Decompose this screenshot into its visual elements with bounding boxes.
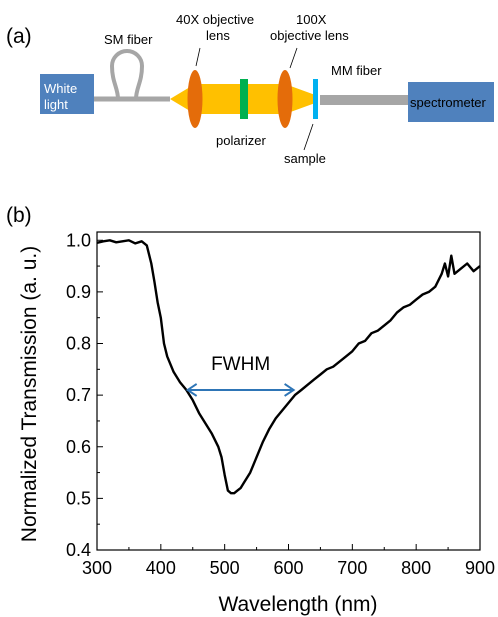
polarizer-label: polarizer [216,133,267,148]
objective-100x-lens [277,70,293,128]
mm-fiber-label: MM fiber [331,63,382,78]
transmission-line [96,239,481,495]
white-light-box [40,74,94,114]
objective-40x-pointer [195,47,201,67]
panel-b: (b) 300 400 500 600 700 800 900 0.4 0.5 0.6 0.7 0.8… [6,204,495,616]
spectrometer-box [408,82,494,122]
y-tick-label: 0.6 [66,437,91,457]
fwhm-arrow-head-right [284,383,296,397]
y-tick-label: 1.0 [66,230,91,250]
sm-fiber-label: SM fiber [104,32,153,47]
objective-100x-pointer [289,47,298,69]
y-tick-label: 0.4 [66,540,91,560]
x-tick-label: 300 [82,558,112,578]
chart-series [96,239,481,495]
y-tick-label: 0.7 [66,385,91,405]
panel-a: (a) White light SM fiber 40X objective l… [6,12,494,166]
x-tick-label: 400 [146,558,176,578]
x-tick-label: 700 [337,558,367,578]
y-tick-label: 0.9 [66,282,91,302]
sample-label: sample [284,151,326,166]
fwhm-label: FWHM [211,354,270,375]
panel-a-label: (a) [6,25,32,48]
y-axis-label: Normalized Transmission (a. u.) [18,246,41,542]
x-axis-label: Wavelength (nm) [218,593,377,616]
x-tick-label: 500 [210,558,240,578]
fwhm-arrow-head-left [185,383,198,397]
y-tick-label: 0.8 [66,334,91,354]
white-light-label-1: White [44,81,77,96]
fwhm-annotation: FWHM [185,354,296,397]
beam-cone-out [285,84,318,114]
sample-pointer [303,123,314,151]
x-tick-label: 800 [401,558,431,578]
white-light-label-2: light [44,97,68,112]
objective-100x-label-1: 100X [296,12,327,27]
x-tick-label: 600 [273,558,303,578]
objective-40x-label-2: lens [206,28,230,43]
spectrometer-label: spectrometer [410,95,487,110]
sample-slide [313,79,318,119]
polarizer-plate [240,79,248,119]
x-tick-label: 900 [465,558,495,578]
chart-axes: 300 400 500 600 700 800 900 0.4 0.5 0.6 0.7 0.8 0.9 1… [66,230,495,578]
panel-b-label: (b) [6,204,32,227]
objective-100x-label-2: objective lens [270,28,349,43]
objective-40x-lens [187,70,203,128]
sm-fiber-coil [109,49,145,100]
y-tick-label: 0.5 [66,488,91,508]
mm-fiber [320,95,408,105]
objective-40x-label-1: 40X objective [176,12,254,27]
